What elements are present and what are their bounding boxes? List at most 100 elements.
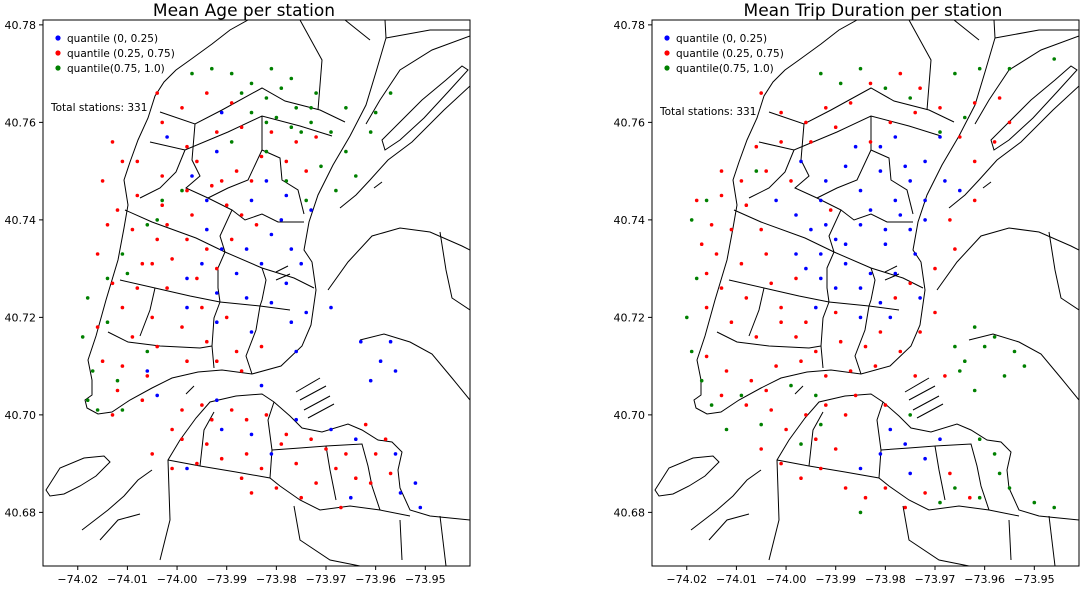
station-point-quantile-0-25-0-75 bbox=[110, 140, 115, 144]
station-point-quantile-0-0-25 bbox=[234, 271, 239, 276]
y-tick-label: 40.68 bbox=[5, 506, 37, 519]
station-point-quantile-0-0-25 bbox=[893, 135, 898, 139]
y-tick-label: 40.74 bbox=[5, 214, 37, 227]
station-point-quantile-0-0-25 bbox=[219, 427, 224, 432]
station-point-quantile-0-75-1-0 bbox=[274, 115, 279, 120]
x-tick-label: −73.97 bbox=[915, 573, 956, 586]
station-point-quantile-0-75-1-0 bbox=[314, 91, 318, 95]
station-point-quantile-0-0-25 bbox=[824, 223, 828, 227]
station-point-quantile-0-75-1-0 bbox=[85, 296, 90, 300]
station-point-quantile-0-75-1-0 bbox=[269, 66, 274, 71]
station-point-quantile-0-25-0-75 bbox=[155, 91, 159, 95]
station-point-quantile-0-25-0-75 bbox=[779, 110, 783, 115]
station-point-quantile-0-0-25 bbox=[903, 164, 907, 169]
station-point-quantile-0-25-0-75 bbox=[344, 452, 348, 456]
y-tick-label: 40.72 bbox=[5, 311, 37, 324]
station-point-quantile-0-0-25 bbox=[858, 466, 863, 471]
station-point-quantile-0-25-0-75 bbox=[294, 461, 299, 466]
station-point-quantile-0-25-0-75 bbox=[873, 364, 878, 368]
station-point-quantile-0-25-0-75 bbox=[140, 398, 145, 403]
station-point-quantile-0-25-0-75 bbox=[759, 447, 763, 451]
station-point-quantile-0-75-1-0 bbox=[699, 378, 704, 383]
station-point-quantile-0-75-1-0 bbox=[1002, 374, 1007, 378]
station-point-quantile-0-25-0-75 bbox=[254, 223, 259, 227]
station-point-quantile-0-25-0-75 bbox=[754, 335, 759, 339]
station-point-quantile-0-0-25 bbox=[843, 164, 848, 169]
station-point-quantile-0-25-0-75 bbox=[903, 505, 907, 510]
station-point-quantile-0-25-0-75 bbox=[130, 227, 135, 232]
station-point-quantile-0-25-0-75 bbox=[170, 257, 174, 261]
station-point-quantile-0-0-25 bbox=[824, 179, 828, 183]
station-point-quantile-0-75-1-0 bbox=[249, 110, 254, 115]
legend: quantile (0, 0.25) quantile (0.25, 0.75) q… bbox=[55, 33, 175, 75]
station-point-quantile-0-25-0-75 bbox=[140, 261, 145, 266]
station-point-quantile-0-0-25 bbox=[190, 174, 194, 178]
station-point-quantile-0-25-0-75 bbox=[824, 106, 828, 110]
station-point-quantile-0-25-0-75 bbox=[120, 159, 125, 164]
station-point-quantile-0-75-1-0 bbox=[689, 218, 694, 222]
station-point-quantile-0-25-0-75 bbox=[848, 369, 853, 373]
station-point-quantile-0-0-25 bbox=[289, 320, 294, 325]
station-point-quantile-0-25-0-75 bbox=[828, 208, 833, 212]
chart-title: Mean Trip Duration per station bbox=[744, 1, 1003, 21]
station-point-quantile-0-25-0-75 bbox=[699, 242, 704, 246]
x-tick-label: −74.00 bbox=[157, 573, 198, 586]
legend-label: quantile (0, 0.25) bbox=[67, 33, 158, 45]
legend-label: quantile (0.25, 0.75) bbox=[67, 48, 175, 60]
station-point-quantile-0-75-1-0 bbox=[329, 130, 333, 134]
station-point-quantile-0-75-1-0 bbox=[80, 335, 85, 339]
station-point-quantile-0-25-0-75 bbox=[933, 266, 937, 271]
station-point-quantile-0-25-0-75 bbox=[804, 120, 808, 125]
station-point-quantile-0-0-25 bbox=[853, 144, 858, 149]
legend-marker bbox=[55, 50, 61, 56]
station-point-quantile-0-25-0-75 bbox=[180, 437, 184, 442]
station-point-quantile-0-0-25 bbox=[294, 349, 299, 354]
station-point-quantile-0-25-0-75 bbox=[709, 223, 714, 227]
station-point-quantile-0-0-25 bbox=[888, 427, 893, 432]
station-point-quantile-0-25-0-75 bbox=[913, 374, 917, 378]
y-tick-label: 40.76 bbox=[5, 116, 37, 129]
station-point-quantile-0-75-1-0 bbox=[992, 335, 997, 339]
station-point-quantile-0-25-0-75 bbox=[180, 325, 184, 329]
station-point-quantile-0-0-25 bbox=[794, 213, 798, 217]
station-point-quantile-0-0-25 bbox=[819, 276, 823, 281]
station-point-quantile-0-0-25 bbox=[938, 437, 942, 442]
station-point-quantile-0-25-0-75 bbox=[224, 203, 229, 207]
station-point-quantile-0-25-0-75 bbox=[185, 237, 189, 242]
station-point-quantile-0-25-0-75 bbox=[972, 101, 977, 105]
station-point-quantile-0-0-25 bbox=[898, 213, 903, 217]
station-point-quantile-0-0-25 bbox=[185, 276, 189, 281]
station-point-quantile-0-25-0-75 bbox=[110, 281, 115, 286]
station-point-quantile-0-25-0-75 bbox=[229, 237, 234, 242]
station-point-quantile-0-75-1-0 bbox=[704, 198, 709, 203]
station-point-quantile-0-0-25 bbox=[259, 383, 264, 388]
station-point-quantile-0-75-1-0 bbox=[229, 71, 234, 76]
legend-marker bbox=[664, 65, 670, 71]
station-point-quantile-0-25-0-75 bbox=[180, 408, 184, 412]
station-point-quantile-0-0-25 bbox=[843, 261, 848, 266]
station-point-quantile-0-25-0-75 bbox=[943, 374, 947, 378]
station-point-quantile-0-25-0-75 bbox=[244, 452, 249, 456]
legend-marker bbox=[55, 65, 61, 71]
station-point-quantile-0-75-1-0 bbox=[309, 120, 313, 125]
station-point-quantile-0-25-0-75 bbox=[185, 144, 189, 149]
station-point-quantile-0-25-0-75 bbox=[195, 461, 199, 466]
station-point-quantile-0-25-0-75 bbox=[219, 179, 224, 183]
station-point-quantile-0-25-0-75 bbox=[764, 252, 768, 256]
station-point-quantile-0-25-0-75 bbox=[938, 106, 942, 110]
total-stations-annotation: Total stations: 331 bbox=[659, 106, 756, 118]
station-point-quantile-0-25-0-75 bbox=[764, 169, 768, 173]
station-point-quantile-0-25-0-75 bbox=[794, 335, 798, 339]
station-point-quantile-0-75-1-0 bbox=[120, 252, 125, 256]
y-tick-label: 40.72 bbox=[614, 311, 646, 324]
station-point-quantile-0-0-25 bbox=[858, 286, 863, 290]
station-point-quantile-0-25-0-75 bbox=[155, 344, 159, 349]
station-point-quantile-0-75-1-0 bbox=[709, 403, 714, 407]
station-point-quantile-0-0-25 bbox=[878, 144, 883, 149]
station-point-quantile-0-0-25 bbox=[938, 135, 942, 139]
x-tick-label: −73.96 bbox=[355, 573, 396, 586]
station-point-quantile-0-25-0-75 bbox=[759, 227, 763, 232]
station-point-quantile-0-75-1-0 bbox=[289, 125, 294, 129]
station-point-quantile-0-75-1-0 bbox=[344, 149, 348, 154]
station-point-quantile-0-75-1-0 bbox=[858, 66, 863, 71]
